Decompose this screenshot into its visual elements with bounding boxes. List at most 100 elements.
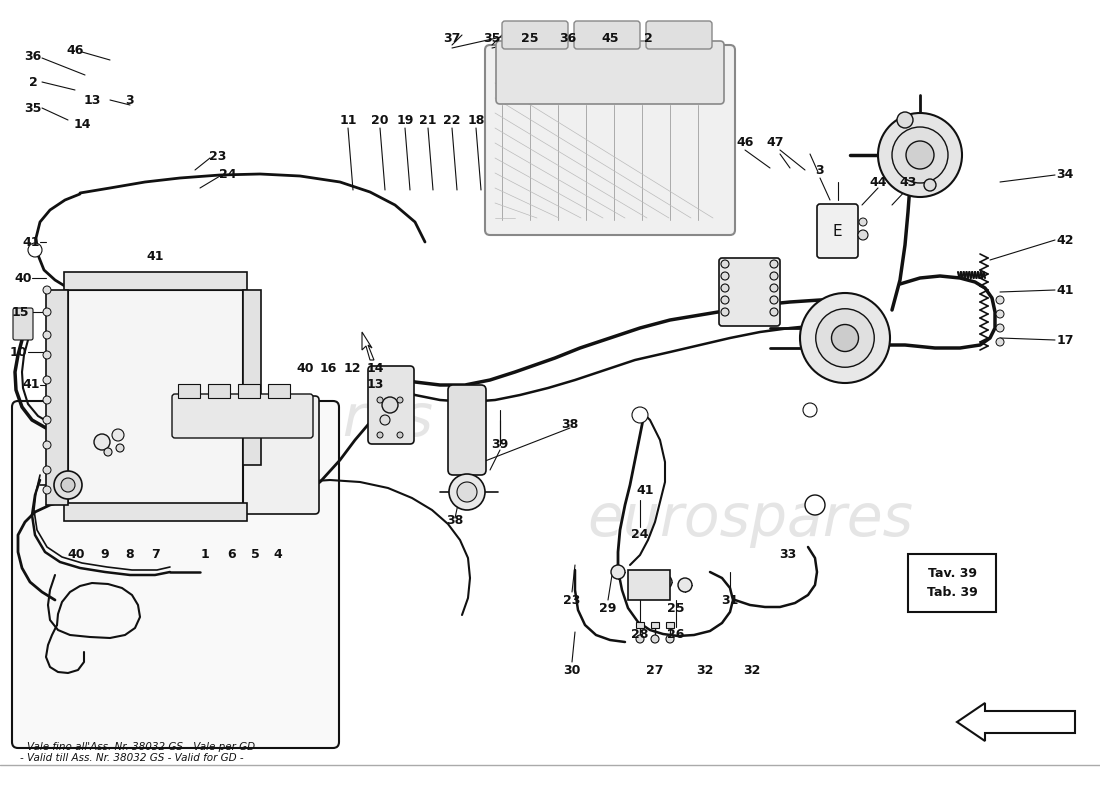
Text: 29: 29 bbox=[600, 602, 617, 614]
Text: 7: 7 bbox=[151, 549, 160, 562]
Bar bbox=[268, 384, 290, 398]
FancyBboxPatch shape bbox=[172, 394, 314, 438]
Text: 15: 15 bbox=[12, 306, 30, 318]
Text: 6: 6 bbox=[228, 549, 236, 562]
FancyBboxPatch shape bbox=[13, 308, 33, 340]
Circle shape bbox=[610, 565, 625, 579]
Circle shape bbox=[770, 296, 778, 304]
Circle shape bbox=[43, 376, 51, 384]
Text: 27: 27 bbox=[647, 663, 663, 677]
Circle shape bbox=[832, 325, 858, 351]
Text: 28: 28 bbox=[631, 629, 649, 642]
Polygon shape bbox=[362, 332, 374, 360]
Text: 36: 36 bbox=[24, 50, 42, 62]
Circle shape bbox=[800, 293, 890, 383]
Text: 40: 40 bbox=[296, 362, 314, 374]
Text: 40: 40 bbox=[67, 549, 85, 562]
Text: 25: 25 bbox=[521, 31, 539, 45]
Circle shape bbox=[43, 396, 51, 404]
Bar bbox=[64, 272, 248, 290]
Bar bbox=[651, 622, 659, 628]
Text: 32: 32 bbox=[696, 663, 714, 677]
FancyBboxPatch shape bbox=[646, 21, 712, 49]
Text: 25: 25 bbox=[668, 602, 684, 614]
FancyBboxPatch shape bbox=[166, 396, 319, 514]
Text: 14: 14 bbox=[366, 362, 384, 374]
Text: 13: 13 bbox=[84, 94, 101, 106]
Text: 13: 13 bbox=[366, 378, 384, 391]
Text: 39: 39 bbox=[492, 438, 508, 451]
Circle shape bbox=[456, 482, 477, 502]
Bar bbox=[666, 622, 674, 628]
Text: 45: 45 bbox=[602, 31, 618, 45]
Text: 23: 23 bbox=[563, 594, 581, 606]
FancyBboxPatch shape bbox=[12, 401, 339, 748]
Bar bbox=[243, 290, 261, 465]
Text: 31: 31 bbox=[722, 594, 739, 606]
Text: 43: 43 bbox=[900, 175, 916, 189]
Text: 46: 46 bbox=[736, 135, 754, 149]
Circle shape bbox=[720, 308, 729, 316]
FancyBboxPatch shape bbox=[448, 385, 486, 475]
Text: 12: 12 bbox=[343, 362, 361, 374]
Bar bbox=[208, 384, 230, 398]
Bar bbox=[908, 554, 996, 612]
Circle shape bbox=[896, 112, 913, 128]
Bar bbox=[178, 384, 200, 398]
Circle shape bbox=[858, 230, 868, 240]
Text: 22: 22 bbox=[443, 114, 461, 126]
FancyBboxPatch shape bbox=[368, 366, 414, 444]
Circle shape bbox=[816, 309, 875, 367]
Text: 35: 35 bbox=[483, 31, 500, 45]
Circle shape bbox=[43, 308, 51, 316]
Text: Tav. 39: Tav. 39 bbox=[927, 566, 977, 580]
Text: Tab. 39: Tab. 39 bbox=[926, 586, 978, 599]
Circle shape bbox=[803, 403, 817, 417]
Bar bbox=[46, 290, 68, 505]
Text: eurospares: eurospares bbox=[587, 491, 913, 549]
Text: 23: 23 bbox=[209, 150, 227, 162]
Text: 17: 17 bbox=[1056, 334, 1074, 346]
Text: 38: 38 bbox=[447, 514, 463, 526]
Bar bbox=[68, 290, 243, 505]
Circle shape bbox=[770, 308, 778, 316]
Bar bbox=[64, 503, 248, 521]
Circle shape bbox=[43, 286, 51, 294]
Text: 2: 2 bbox=[29, 75, 37, 89]
Circle shape bbox=[996, 324, 1004, 332]
Circle shape bbox=[996, 296, 1004, 304]
Circle shape bbox=[112, 429, 124, 441]
Text: 42: 42 bbox=[1056, 234, 1074, 246]
Text: 4: 4 bbox=[274, 549, 283, 562]
Text: 41: 41 bbox=[22, 378, 40, 391]
FancyBboxPatch shape bbox=[817, 204, 858, 258]
Text: 20: 20 bbox=[372, 114, 388, 126]
Text: 30: 30 bbox=[563, 663, 581, 677]
Bar bbox=[636, 622, 644, 628]
Text: 41: 41 bbox=[22, 235, 40, 249]
Circle shape bbox=[60, 478, 75, 492]
Circle shape bbox=[94, 434, 110, 450]
Circle shape bbox=[397, 397, 403, 403]
Circle shape bbox=[770, 284, 778, 292]
Text: 18: 18 bbox=[468, 114, 485, 126]
Circle shape bbox=[43, 466, 51, 474]
Text: 35: 35 bbox=[24, 102, 42, 114]
Circle shape bbox=[996, 310, 1004, 318]
Circle shape bbox=[43, 486, 51, 494]
Circle shape bbox=[805, 495, 825, 515]
Circle shape bbox=[116, 444, 124, 452]
Text: 5: 5 bbox=[251, 549, 260, 562]
Text: 3: 3 bbox=[816, 163, 824, 177]
Bar bbox=[238, 384, 260, 398]
Bar bbox=[628, 570, 670, 600]
FancyBboxPatch shape bbox=[485, 45, 735, 235]
Text: 33: 33 bbox=[780, 549, 796, 562]
Text: 38: 38 bbox=[561, 418, 579, 431]
Text: 3: 3 bbox=[125, 94, 134, 106]
Text: 2: 2 bbox=[644, 31, 652, 45]
Circle shape bbox=[449, 474, 485, 510]
Text: - Vale fino all'Ass. Nr. 38032 GS - Vale per GD -: - Vale fino all'Ass. Nr. 38032 GS - Vale… bbox=[20, 742, 262, 752]
Text: 26: 26 bbox=[668, 629, 684, 642]
Circle shape bbox=[996, 338, 1004, 346]
